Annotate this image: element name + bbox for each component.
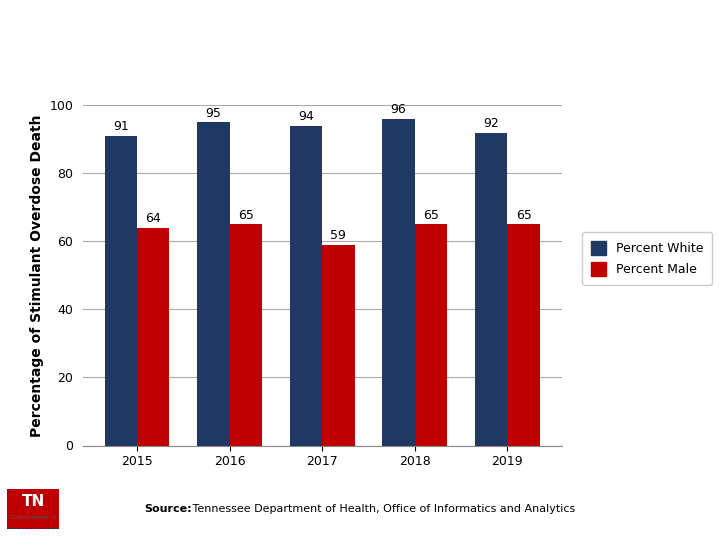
Bar xyxy=(197,122,230,446)
Bar xyxy=(9,528,58,529)
Text: Race and Sex, 2015-2019: Race and Sex, 2015-2019 xyxy=(11,62,289,80)
Bar xyxy=(137,228,169,446)
Bar xyxy=(382,119,415,446)
Text: 92: 92 xyxy=(483,117,499,130)
Y-axis label: Percentage of Stimulant Overdose Death: Percentage of Stimulant Overdose Death xyxy=(30,114,44,437)
Bar xyxy=(7,489,59,529)
Text: All Stimulants (other than Cocaine) Overdose Deaths by: All Stimulants (other than Cocaine) Over… xyxy=(11,21,628,40)
Bar xyxy=(323,245,355,446)
Text: Department of: Department of xyxy=(10,515,56,520)
Bar xyxy=(289,126,323,446)
Bar xyxy=(508,225,540,446)
Bar xyxy=(230,225,262,446)
Text: 64: 64 xyxy=(145,212,161,225)
Text: Tennessee Department of Health, Office of Informatics and Analytics: Tennessee Department of Health, Office o… xyxy=(189,504,575,514)
Text: 59: 59 xyxy=(330,229,346,242)
Text: 65: 65 xyxy=(423,208,439,221)
Text: 65: 65 xyxy=(238,208,253,221)
Bar xyxy=(104,136,137,446)
Text: 65: 65 xyxy=(516,208,531,221)
Text: 95: 95 xyxy=(205,106,221,119)
Text: Health: Health xyxy=(16,522,50,531)
Legend: Percent White, Percent Male: Percent White, Percent Male xyxy=(582,232,712,285)
Bar xyxy=(415,225,447,446)
Text: 96: 96 xyxy=(391,103,407,116)
Bar xyxy=(475,132,508,446)
Text: 94: 94 xyxy=(298,110,314,123)
Text: 91: 91 xyxy=(113,120,129,133)
Text: Source:: Source: xyxy=(144,504,192,514)
Text: TN: TN xyxy=(22,494,45,509)
